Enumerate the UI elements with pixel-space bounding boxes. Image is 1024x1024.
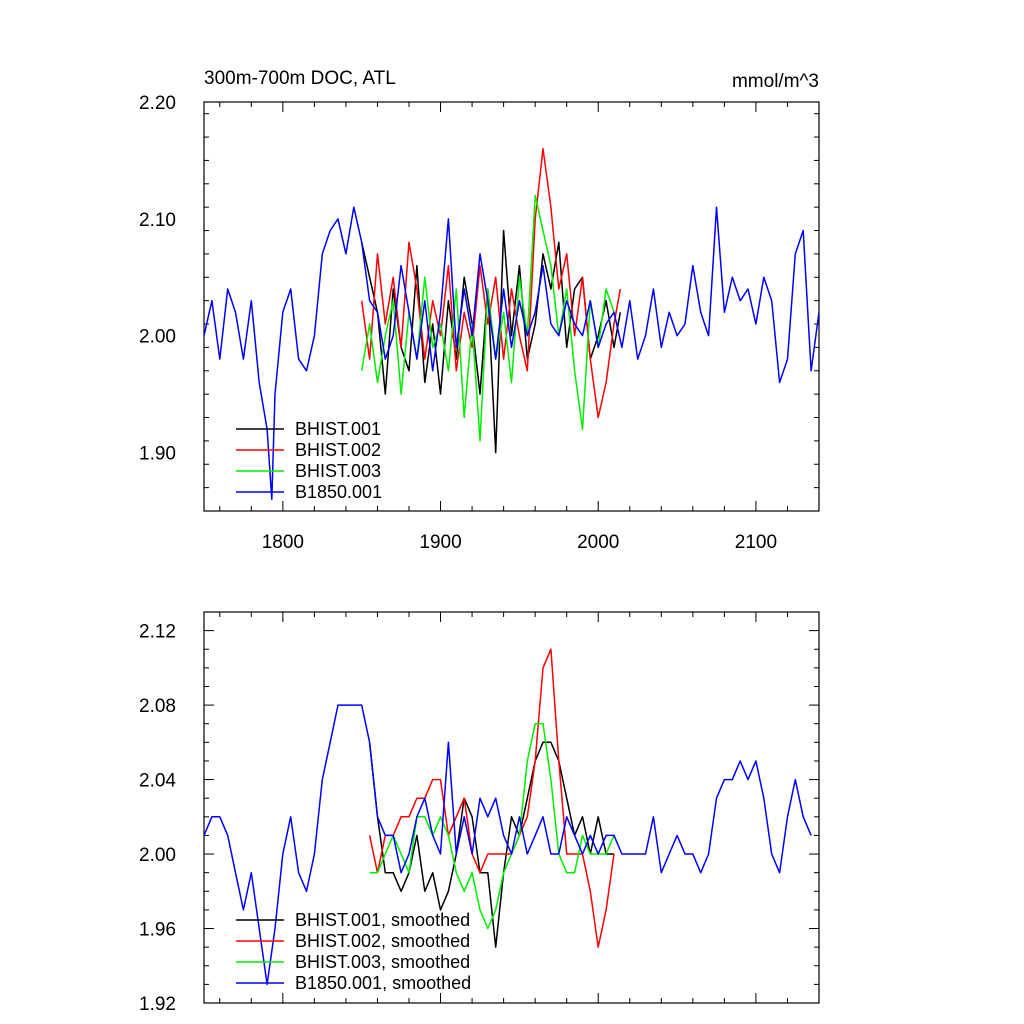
y-tick-label: 2.04 (139, 771, 176, 792)
chart-title: 300m-700m DOC, ATL (204, 68, 396, 89)
x-tick-label: 2100 (735, 532, 777, 553)
x-tick-label: 1800 (262, 532, 304, 553)
legend-label: B1850.001, smoothed (295, 973, 471, 993)
y-tick-label: 2.10 (139, 210, 176, 231)
y-tick-label: 2.12 (139, 622, 176, 643)
y-tick-label: 2.00 (139, 327, 176, 348)
legend-label: BHIST.001 (295, 419, 381, 439)
legend-label: BHIST.003, smoothed (295, 952, 470, 972)
plot-frame (203, 611, 820, 1004)
legend-label: B1850.001 (295, 482, 382, 502)
series-line-2 (360, 147, 622, 419)
plot-frame (203, 101, 820, 512)
top-panel: 1800 1900 2000 2100 1.90 2.00 2.10 2.20 300m-700… (139, 68, 820, 553)
x-tick-label: 1900 (419, 532, 461, 553)
y-tick-label: 1.90 (139, 444, 176, 465)
series-line-3 (369, 722, 615, 930)
series-line-4 (204, 206, 819, 501)
series-line-1 (360, 229, 622, 454)
bottom-panel: 1.92 1.96 2.00 2.04 2.08 2.12 BHIST.001, smoot… (139, 611, 820, 1015)
y-tick-label: 2.00 (139, 845, 176, 866)
legend-label: BHIST.002, smoothed (295, 931, 470, 951)
y-tick-label: 2.20 (139, 93, 176, 114)
series-line-2 (368, 648, 615, 948)
legend-label: BHIST.002 (295, 440, 381, 460)
chart-units: mmol/m^3 (732, 71, 819, 92)
series-line-4 (204, 704, 812, 986)
legend-label: BHIST.003 (295, 461, 381, 481)
series-group (204, 147, 819, 501)
series-line-3 (360, 194, 615, 442)
legend-label: BHIST.001, smoothed (295, 910, 470, 930)
y-tick-label: 2.08 (139, 696, 176, 717)
x-tick-label: 2000 (577, 532, 619, 553)
y-tick-label: 1.96 (139, 920, 176, 941)
series-group (204, 648, 812, 986)
y-tick-label: 1.92 (139, 994, 176, 1015)
